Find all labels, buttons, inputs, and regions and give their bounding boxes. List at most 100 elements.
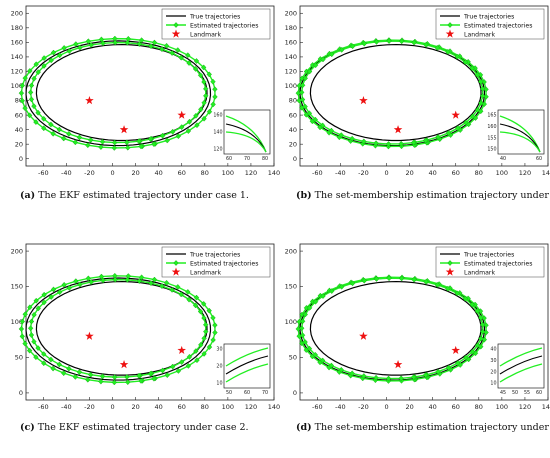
y-tick-label: 100 [11, 82, 23, 90]
estimated-point [206, 344, 213, 350]
estimated-point [61, 281, 67, 288]
estimated-point [99, 138, 106, 145]
estimated-point [435, 368, 441, 375]
estimated-point [175, 133, 182, 140]
estimated-point [163, 42, 170, 49]
estimated-point [192, 302, 199, 309]
estimated-point [151, 141, 157, 148]
estimated-point [41, 351, 47, 357]
true-trajectory [309, 43, 482, 142]
estimated-point [98, 36, 105, 43]
x-tick-label: 20 [405, 169, 413, 177]
landmark-point [85, 96, 94, 105]
legend-label: Estimated trajectories [190, 22, 258, 29]
estimated-point [48, 57, 54, 64]
inset-x-tick-label: 70 [244, 156, 250, 162]
y-tick-label: 120 [285, 68, 297, 76]
estimated-point [210, 78, 216, 85]
estimated-point [212, 86, 218, 93]
legend-label: Landmark [190, 269, 221, 276]
x-tick-label: 40 [155, 403, 163, 411]
x-tick-label: -20 [84, 169, 95, 177]
estimated-point [56, 361, 62, 368]
estimated-point [72, 374, 79, 380]
chart-1: -60 -40 -20 0 20 40 60 80 100 120 140 0 20 40 60 80 100 1… [11, 5, 280, 201]
x-tick-label: 40 [429, 169, 437, 177]
inset-estimated-line [225, 347, 269, 367]
x-tick-label: 60 [178, 169, 186, 177]
landmark-point [119, 125, 129, 134]
true-trajectory [25, 40, 212, 147]
x-tick-label: 80 [201, 169, 209, 177]
y-tick-label: 180 [285, 24, 297, 32]
x-tick-label: 0 [384, 169, 388, 177]
estimated-point [312, 116, 318, 123]
x-tick-label: 140 [268, 403, 280, 411]
estimated-point [98, 378, 104, 385]
caption-text: The EKF estimated trajectory under case … [35, 422, 249, 433]
estimated-point [138, 37, 145, 44]
estimated-point [112, 276, 118, 283]
estimated-point [18, 326, 25, 332]
estimated-point [373, 374, 379, 381]
estimated-point [27, 304, 33, 311]
estimated-point [386, 275, 392, 282]
estimated-point [31, 103, 37, 110]
legend-landmark-marker [445, 29, 455, 38]
estimated-point [410, 374, 417, 381]
estimated-point [385, 141, 392, 147]
caption-text: The set-membership estimation trajectory… [312, 190, 550, 201]
estimated-point [66, 48, 72, 54]
estimated-point [88, 371, 94, 378]
inset-y-tick-label: 160 [213, 113, 222, 119]
estimated-point [201, 99, 207, 106]
caption-label: (d) [296, 422, 312, 433]
estimated-point [201, 315, 207, 321]
estimated-point [186, 118, 193, 125]
estimated-point [111, 379, 117, 386]
estimated-point [33, 61, 39, 68]
x-tick-label: -20 [84, 403, 95, 411]
estimated-point [373, 276, 380, 282]
estimated-point [338, 132, 344, 138]
estimated-point [361, 40, 367, 47]
y-tick-label: 0 [19, 155, 23, 163]
chart-4: -60 -40 -20 0 20 40 60 80 100 120 140 0 50 100 150 200 T… [285, 243, 550, 433]
legend-label: Landmark [190, 31, 221, 38]
y-tick-label: 0 [293, 389, 297, 397]
estimated-point [28, 82, 35, 89]
estimated-point [35, 345, 41, 351]
y-tick-label: 140 [285, 53, 297, 61]
estimated-point [22, 75, 28, 81]
x-tick-label: 60 [452, 169, 460, 177]
landmark-point [177, 345, 186, 354]
y-tick-label: 40 [15, 126, 23, 134]
estimated-point [35, 305, 41, 312]
inset-y-tick-label: 155 [487, 135, 496, 141]
estimated-point [434, 45, 441, 51]
y-tick-label: 50 [15, 354, 23, 362]
estimated-point [193, 294, 200, 301]
estimated-point [328, 127, 335, 134]
y-tick-label: 160 [285, 39, 297, 47]
legend-box [161, 246, 271, 278]
estimated-point [479, 85, 486, 92]
estimated-point [299, 318, 306, 325]
caption-label: (b) [296, 190, 312, 201]
estimated-point [179, 124, 185, 130]
estimated-point [210, 101, 216, 108]
estimated-point [469, 65, 475, 72]
estimated-point [422, 137, 429, 144]
x-tick-label: -60 [312, 403, 323, 411]
estimated-point [31, 75, 37, 82]
inset-estimated-line [225, 363, 269, 383]
x-tick-label: 60 [178, 403, 186, 411]
true-trajectory [25, 277, 212, 381]
inset-y-tick-label: 10 [490, 381, 496, 387]
caption-label: (c) [20, 422, 35, 433]
estimated-point [306, 304, 313, 311]
caption-text: The EKF estimated trajectory under case … [35, 190, 249, 201]
estimated-point [212, 93, 218, 100]
estimated-point [361, 373, 367, 379]
